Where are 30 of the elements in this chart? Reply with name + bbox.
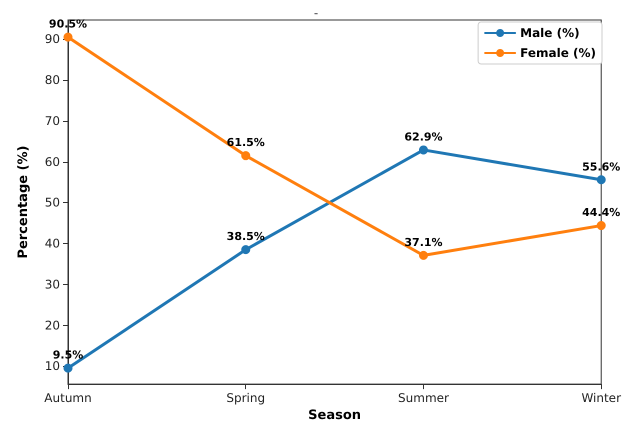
point [241, 245, 250, 254]
data-label: 37.1% [404, 236, 443, 249]
point [64, 32, 72, 42]
x-tick-label: Summer [398, 391, 450, 406]
x-tick-label: Autumn [44, 391, 92, 406]
y-tick-label: 90 [44, 32, 60, 46]
data-label: 62.9% [404, 130, 443, 144]
point [241, 151, 250, 160]
y-tick-label: 60 [44, 154, 60, 169]
point [596, 221, 606, 230]
x-tick-label: Spring [226, 391, 266, 406]
x-tick-label: Winter [581, 391, 622, 406]
y-tick-label: 20 [44, 318, 60, 332]
point [418, 145, 428, 154]
legend-label: Female (%) [520, 46, 596, 60]
y-tick-label: 50 [44, 196, 60, 210]
y-tick-label: 30 [44, 277, 60, 292]
legend-label: Male (%) [520, 26, 580, 40]
data-label: 38.5% [226, 230, 265, 244]
y-tick-label: 10 [44, 359, 60, 374]
x-axis-title: Season [308, 408, 362, 423]
y-tick-label: 40 [44, 236, 60, 251]
data-label: 61.5% [226, 136, 265, 150]
point [64, 364, 72, 373]
y-tick-label: 70 [44, 114, 60, 128]
chart-title: - [314, 6, 318, 20]
y-axis-title: Percentage (%) [16, 146, 31, 259]
point [418, 250, 428, 260]
y-tick-label: 80 [44, 73, 60, 88]
point [596, 175, 606, 184]
